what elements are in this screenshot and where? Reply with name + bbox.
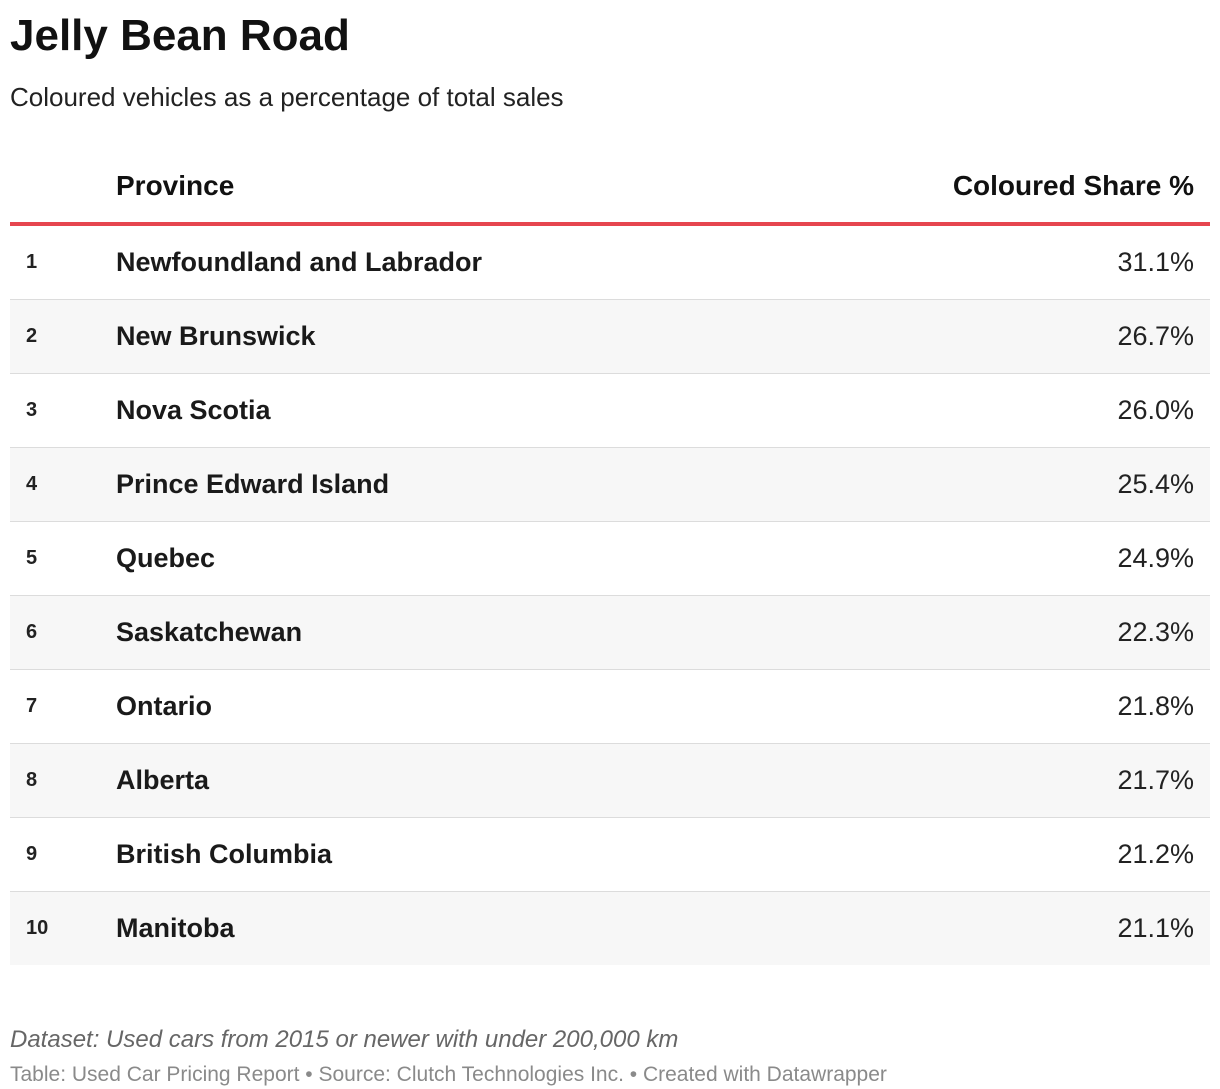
- rank-cell: 7: [26, 695, 38, 717]
- province-cell: New Brunswick: [116, 321, 316, 351]
- rank-cell: 6: [26, 621, 38, 643]
- share-cell: 22.3%: [1117, 617, 1194, 647]
- data-table: Province Coloured Share % 1 Newfoundland…: [10, 150, 1210, 965]
- table-row: 5 Quebec 24.9%: [10, 522, 1210, 596]
- rank-cell: 1: [26, 251, 38, 273]
- share-cell: 21.8%: [1117, 691, 1194, 721]
- table-row: 4 Prince Edward Island 25.4%: [10, 448, 1210, 522]
- chart-title: Jelly Bean Road: [10, 11, 350, 60]
- table-row: 7 Ontario 21.8%: [10, 670, 1210, 744]
- share-cell: 24.9%: [1117, 543, 1194, 573]
- table-row: 9 British Columbia 21.2%: [10, 818, 1210, 892]
- province-cell: Ontario: [116, 691, 213, 721]
- rank-cell: 9: [26, 843, 38, 865]
- source-footer: Table: Used Car Pricing Report • Source:…: [10, 1063, 887, 1086]
- province-cell: Saskatchewan: [116, 617, 303, 647]
- rank-cell: 8: [26, 769, 38, 791]
- rank-cell: 4: [26, 473, 38, 495]
- share-cell: 25.4%: [1117, 469, 1194, 499]
- rank-cell: 5: [26, 547, 38, 569]
- province-cell: Manitoba: [116, 913, 235, 943]
- share-cell: 26.0%: [1117, 395, 1194, 425]
- share-cell: 21.2%: [1117, 839, 1194, 869]
- table-row: 3 Nova Scotia 26.0%: [10, 374, 1210, 448]
- chart-subtitle: Coloured vehicles as a percentage of tot…: [10, 82, 564, 112]
- table-row: 1 Newfoundland and Labrador 31.1%: [10, 226, 1210, 300]
- share-cell: 26.7%: [1117, 321, 1194, 351]
- table-row: 2 New Brunswick 26.7%: [10, 300, 1210, 374]
- table-row: 8 Alberta 21.7%: [10, 744, 1210, 818]
- share-cell: 31.1%: [1117, 247, 1194, 277]
- province-cell: Prince Edward Island: [116, 469, 390, 499]
- dataset-note: Dataset: Used cars from 2015 or newer wi…: [10, 1026, 679, 1053]
- table-body: 1 Newfoundland and Labrador 31.1% 2 New …: [10, 226, 1210, 965]
- rank-cell: 3: [26, 399, 38, 421]
- rank-cell: 2: [26, 325, 38, 347]
- province-cell: Nova Scotia: [116, 395, 271, 425]
- table-row: 10 Manitoba 21.1%: [10, 892, 1210, 965]
- share-cell: 21.7%: [1117, 765, 1194, 795]
- share-cell: 21.1%: [1117, 913, 1194, 943]
- province-cell: British Columbia: [116, 839, 333, 869]
- column-header-province[interactable]: Province: [116, 170, 235, 201]
- province-cell: Quebec: [116, 543, 216, 573]
- rank-cell: 10: [26, 917, 49, 939]
- province-cell: Alberta: [116, 765, 210, 795]
- table-row: 6 Saskatchewan 22.3%: [10, 596, 1210, 670]
- table-header: Province Coloured Share %: [10, 150, 1210, 226]
- column-header-coloured-share[interactable]: Coloured Share %: [952, 170, 1194, 201]
- province-cell: Newfoundland and Labrador: [116, 247, 483, 277]
